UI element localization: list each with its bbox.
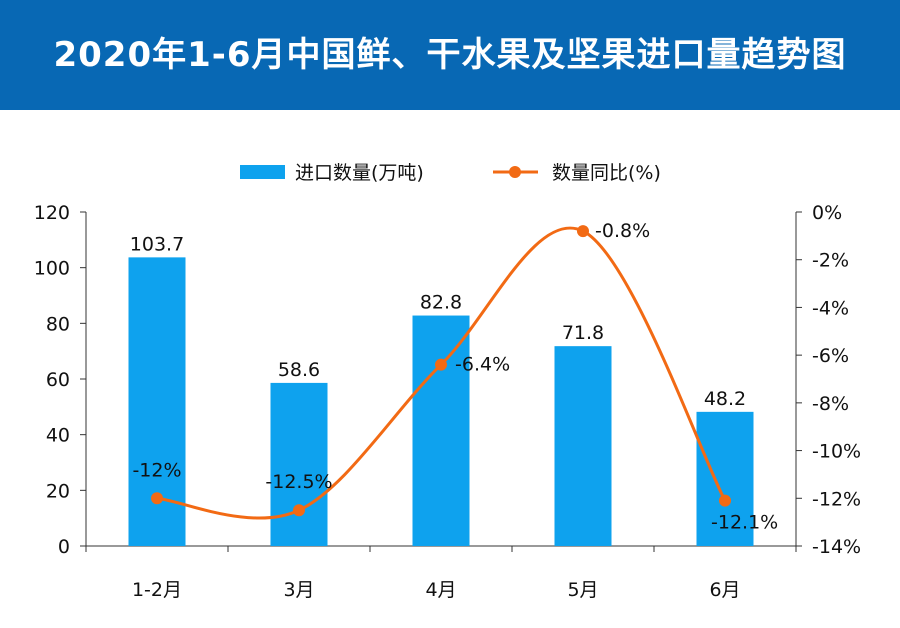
legend-bar-swatch xyxy=(240,165,285,179)
line-series: -12% -12.5% -6.4% -0.8% -12.1% xyxy=(132,220,778,534)
line-point xyxy=(435,358,447,371)
bar xyxy=(554,346,612,546)
x-tick-label: 5月 xyxy=(567,579,598,601)
line-point xyxy=(577,225,589,238)
x-tick-label: 6月 xyxy=(709,579,740,601)
left-tick-label: 40 xyxy=(46,425,70,447)
right-tick-label: 0% xyxy=(812,202,842,224)
line-value-label: -0.8% xyxy=(595,220,650,242)
series-line xyxy=(156,226,727,520)
line-value-label: -12.5% xyxy=(265,471,332,493)
line-value-label: -6.4% xyxy=(455,354,510,376)
right-tick-label: -10% xyxy=(812,441,861,463)
left-tick-label: 20 xyxy=(46,480,70,502)
left-tick-label: 100 xyxy=(34,258,70,280)
bar-series: 103.7 58.6 82.8 71.8 48.2 xyxy=(128,233,754,546)
x-tick-label: 1-2月 xyxy=(132,579,182,601)
chart-title: 2020年1-6月中国鲜、干水果及坚果进口量趋势图 xyxy=(53,35,847,75)
x-tick-label: 3月 xyxy=(283,579,314,601)
line-point xyxy=(719,494,731,507)
bar xyxy=(412,315,470,546)
bar-value-label: 82.8 xyxy=(420,292,462,314)
left-tick-label: 120 xyxy=(34,202,70,224)
legend-bar-label: 进口数量(万吨) xyxy=(295,162,424,184)
right-tick-label: -6% xyxy=(812,345,849,367)
right-tick-label: -4% xyxy=(812,297,849,319)
line-value-label: -12% xyxy=(132,459,181,481)
bar xyxy=(270,382,328,546)
right-tick-label: -2% xyxy=(812,250,849,272)
left-tick-label: 0 xyxy=(58,536,70,558)
bar-value-label: 103.7 xyxy=(130,233,184,255)
bar-value-label: 48.2 xyxy=(704,388,746,410)
line-value-label: -12.1% xyxy=(711,512,778,534)
legend: 进口数量(万吨) 数量同比(%) xyxy=(240,162,661,184)
bar-value-label: 58.6 xyxy=(278,359,320,381)
legend-line-marker xyxy=(509,166,521,178)
x-tick-label: 4月 xyxy=(425,579,456,601)
right-tick-label: -8% xyxy=(812,393,849,415)
left-tick-label: 80 xyxy=(46,313,70,335)
axes: 0 20 40 60 80 100 120 0% -2% -4% -6% -8% -10% -12% -14… xyxy=(34,202,861,601)
legend-line-label: 数量同比(%) xyxy=(552,162,661,184)
bar xyxy=(696,411,754,546)
right-tick-label: -12% xyxy=(812,488,861,510)
line-point xyxy=(293,504,305,517)
title-banner xyxy=(0,0,900,110)
left-tick-label: 60 xyxy=(46,369,70,391)
right-tick-label: -14% xyxy=(812,536,861,558)
line-point xyxy=(151,492,163,505)
bar-value-label: 71.8 xyxy=(562,322,604,344)
